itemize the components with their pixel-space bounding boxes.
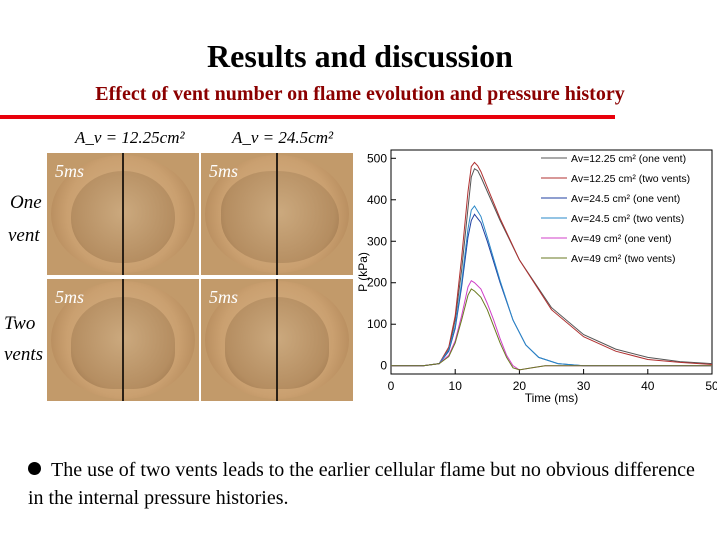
legend-label-2: Av=12.25 cm² (two vents) xyxy=(571,173,690,185)
bullet-point: The use of two vents leads to the earlie… xyxy=(28,456,708,512)
time-label: 5ms xyxy=(209,287,239,307)
series-line-5 xyxy=(391,279,712,371)
column-label-area-1: A_v = 12.25cm² xyxy=(75,128,185,147)
slide-subtitle: Effect of vent number on flame evolution… xyxy=(95,83,625,105)
y-tick-label: 200 xyxy=(367,276,387,290)
y-tick-label: 300 xyxy=(367,234,387,248)
time-label: 5ms xyxy=(209,161,239,181)
slide-title: Results and discussion xyxy=(207,38,513,74)
flame-photo-one-vent-small: 5ms xyxy=(47,153,199,275)
series-line-6 xyxy=(391,288,712,371)
series-line-2 xyxy=(391,161,713,367)
y-axis-label: P (kPa) xyxy=(356,252,370,292)
title-underline xyxy=(0,115,615,119)
legend-label-5: Av=49 cm² (one vent) xyxy=(571,233,671,245)
x-tick-label: 0 xyxy=(388,379,395,393)
legend-label-1: Av=12.25 cm² (one vent) xyxy=(571,153,686,165)
row-label-one-line1: One xyxy=(10,192,42,213)
y-tick-label: 400 xyxy=(367,193,387,207)
x-tick-label: 30 xyxy=(577,379,591,393)
time-label: 5ms xyxy=(55,287,85,307)
flame-photo-two-vents-small: 5ms xyxy=(47,279,199,401)
row-label-two-line2: vents xyxy=(4,344,44,365)
flame-photo-two-vents-large: 5ms xyxy=(201,279,353,401)
y-tick-label: 100 xyxy=(367,317,387,331)
legend-label-3: Av=24.5 cm² (one vent) xyxy=(571,193,680,205)
x-tick-label: 50 xyxy=(705,379,717,393)
y-tick-label: 500 xyxy=(367,151,387,165)
column-label-area-2: A_v = 24.5cm² xyxy=(232,128,334,147)
time-label: 5ms xyxy=(55,161,85,181)
series-line-4 xyxy=(391,205,712,367)
flame-photo-one-vent-large: 5ms xyxy=(201,153,353,275)
bullet-text: The use of two vents leads to the earlie… xyxy=(28,459,695,509)
legend-label-4: Av=24.5 cm² (two vents) xyxy=(571,213,684,225)
x-tick-label: 10 xyxy=(449,379,463,393)
legend-label-6: Av=49 cm² (two vents) xyxy=(571,253,676,265)
x-tick-label: 40 xyxy=(641,379,655,393)
row-label-two-line1: Two xyxy=(4,313,36,334)
x-tick-label: 20 xyxy=(513,379,527,393)
x-axis-label: Time (ms) xyxy=(525,391,579,405)
y-tick-label: 0 xyxy=(380,359,387,373)
bullet-icon xyxy=(28,462,41,475)
row-label-one-line2: vent xyxy=(8,225,40,246)
plot-frame xyxy=(390,149,713,375)
